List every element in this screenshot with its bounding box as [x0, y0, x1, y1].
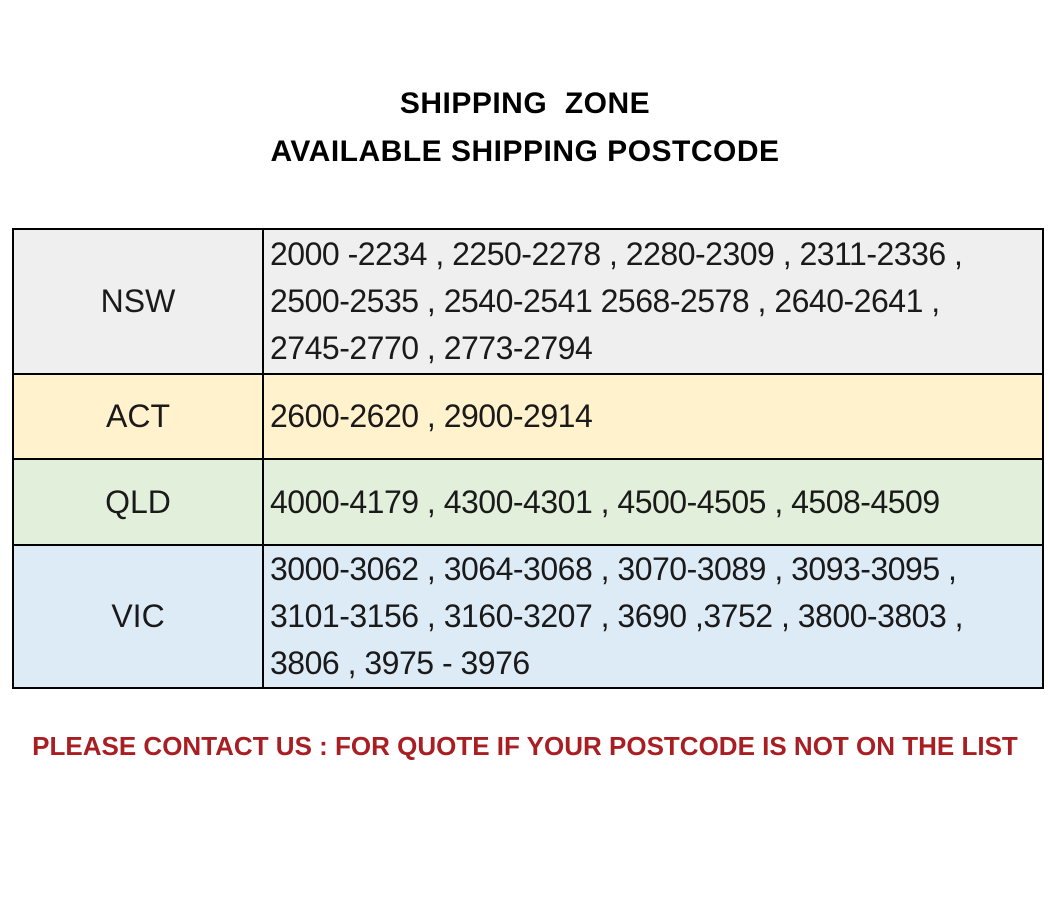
contact-notice: PLEASE CONTACT US : FOR QUOTE IF YOUR PO…	[32, 731, 1018, 761]
page-subtitle: AVAILABLE SHIPPING POSTCODE	[270, 135, 780, 168]
state-cell-act: ACT	[12, 373, 264, 460]
state-cell-qld: QLD	[12, 458, 264, 546]
state-cell-vic: VIC	[12, 544, 264, 689]
table-row-vic: VIC 3000-3062 , 3064-3068 , 3070-3089 , …	[12, 544, 1044, 689]
postcodes-cell-nsw: 2000 -2234 , 2250-2278 , 2280-2309 , 231…	[262, 228, 1044, 375]
postcodes-cell-qld: 4000-4179 , 4300-4301 , 4500-4505 , 4508…	[262, 458, 1044, 546]
state-cell-nsw: NSW	[12, 228, 264, 375]
postcodes-cell-vic: 3000-3062 , 3064-3068 , 3070-3089 , 3093…	[262, 544, 1044, 689]
postcodes-cell-act: 2600-2620 , 2900-2914	[262, 373, 1044, 460]
page-header: SHIPPING ZONE AVAILABLE SHIPPING POSTCOD…	[0, 0, 1050, 176]
table-row-qld: QLD 4000-4179 , 4300-4301 , 4500-4505 , …	[12, 458, 1044, 546]
table-row-nsw: NSW 2000 -2234 , 2250-2278 , 2280-2309 ,…	[12, 228, 1044, 375]
table-row-act: ACT 2600-2620 , 2900-2914	[12, 373, 1044, 460]
page-title: SHIPPING ZONE	[399, 87, 651, 120]
shipping-zone-table: NSW 2000 -2234 , 2250-2278 , 2280-2309 ,…	[12, 228, 1044, 689]
